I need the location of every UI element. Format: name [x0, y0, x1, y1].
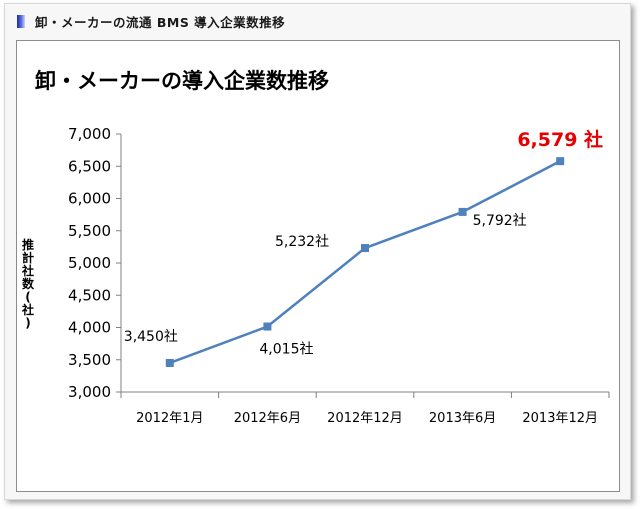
- line-chart: 卸・メーカーの導入企業数推移 推計社数(社) 3,0003,5004,0004,…: [21, 69, 610, 426]
- header-marker-icon: [17, 14, 25, 28]
- y-tick-label: 7,000: [68, 125, 111, 143]
- chart-title: 卸・メーカーの導入企業数推移: [35, 69, 329, 93]
- x-tick-label: 2013年6月: [429, 411, 496, 426]
- y-axis-label-text: 推計社数(社): [21, 237, 35, 330]
- chart-area: 卸・メーカーの導入企業数推移 推計社数(社) 3,000 3,500 4,000 4,…: [16, 40, 620, 492]
- data-label: 4,015社: [259, 342, 313, 358]
- y-axis-label-char: 推: [22, 237, 34, 252]
- y-axis-label-char: ): [25, 316, 30, 330]
- x-tick-label: 2012年1月: [136, 411, 203, 426]
- y-tick-label: 5,500: [68, 222, 111, 240]
- data-series: [165, 157, 565, 367]
- data-labels: 3,450社 4,015社 5,232社 5,792社 6,579 社: [124, 128, 603, 357]
- y-tick-label: 4,500: [68, 286, 111, 304]
- page-title: 卸・メーカーの流通 BMS 導入企業数推移: [35, 14, 286, 30]
- data-label: 5,232社: [275, 234, 329, 250]
- data-point-marker: [556, 157, 565, 166]
- x-tick-label: 2012年12月: [327, 411, 403, 426]
- y-axis-label: 推計社数(社): [21, 237, 35, 330]
- y-tick-label: 3,500: [68, 351, 111, 369]
- x-tick-labels: 2012年1月 2012年6月 2012年12月 2013年6月 2013年12月: [136, 411, 598, 426]
- x-tick-label: 2012年6月: [234, 411, 301, 426]
- x-tick-label: 2013年12月: [522, 411, 598, 426]
- y-tick-label: 4,000: [68, 319, 111, 337]
- data-label: 5,792社: [473, 213, 527, 229]
- chart-axes: [116, 133, 610, 398]
- y-tick-label: 3,000: [68, 383, 111, 401]
- data-point-marker: [165, 358, 174, 367]
- y-axis-label-char: 数: [22, 276, 35, 291]
- y-tick-label: 6,500: [68, 157, 111, 175]
- y-tick-labels: 3,000 3,500 4,000 4,500 5,000 5,500 6,000 6,500…: [68, 125, 111, 401]
- page-header: 卸・メーカーの流通 BMS 導入企業数推移: [17, 11, 285, 31]
- data-point-marker: [361, 244, 369, 253]
- y-axis-label-char: (: [25, 290, 30, 304]
- data-label: 3,450社: [124, 329, 178, 345]
- y-axis-label-char: 社: [21, 302, 34, 317]
- y-tick-label: 5,000: [68, 254, 111, 272]
- y-axis-label-char: 社: [21, 263, 34, 278]
- highlight-data-label: 6,579 社: [517, 128, 603, 151]
- y-axis-label-char: 計: [22, 250, 34, 265]
- series-line: [169, 160, 561, 365]
- data-point-marker: [263, 322, 272, 331]
- data-point-marker: [458, 207, 467, 216]
- y-tick-label: 6,000: [68, 190, 111, 208]
